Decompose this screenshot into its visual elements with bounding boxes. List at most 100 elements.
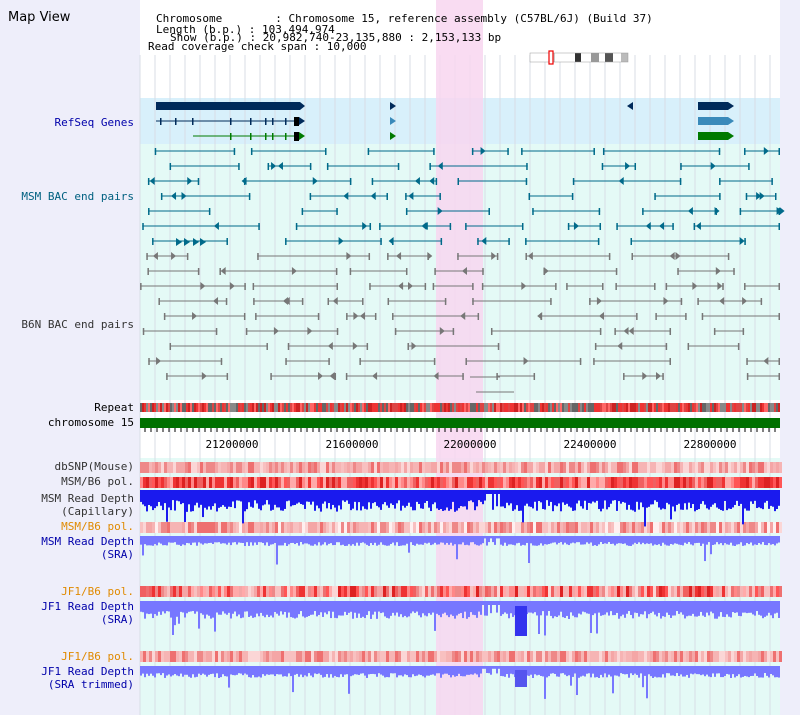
track-label-chromosome[interactable]: chromosome 15 bbox=[47, 416, 134, 429]
track-label-jf1-b6-pol-trimmed[interactable]: JF1/B6 pol. bbox=[61, 650, 134, 663]
msm-b6-pol-sra-cell bbox=[512, 522, 515, 533]
jf1-trimmed-depth-bar bbox=[554, 666, 556, 674]
track-label-repeat[interactable]: Repeat bbox=[94, 401, 134, 414]
b6n-bac-end-tick bbox=[346, 313, 348, 320]
repeat-segment bbox=[722, 403, 724, 412]
msm-b6-pol-cell bbox=[443, 477, 446, 488]
jf1-trimmed-depth-bar bbox=[482, 666, 484, 669]
jf1-sra-depth-bar bbox=[334, 601, 336, 618]
repeat-segment bbox=[688, 403, 690, 412]
msm-b6-pol-sra-cell bbox=[440, 522, 443, 533]
axis-tick-label: 22000000 bbox=[444, 438, 497, 451]
b6n-bac-features[interactable] bbox=[140, 252, 780, 393]
jf1-b6-pol-cell bbox=[263, 586, 266, 597]
heatmap-tracks[interactable] bbox=[140, 462, 782, 662]
jf1-sra-depth-bar bbox=[504, 601, 506, 613]
msm-capillary-depth-bar bbox=[328, 490, 330, 504]
msm-capillary-depth-bar bbox=[172, 490, 174, 501]
msm-capillary-depth-bar bbox=[680, 490, 682, 510]
jf1-b6-pol-trimmed-cell bbox=[230, 651, 233, 662]
track-label-msm-b6-pol-sra[interactable]: MSM/B6 pol. bbox=[61, 520, 134, 533]
msm-sra-depth-bar bbox=[320, 536, 322, 546]
repeat-track-bar[interactable] bbox=[140, 403, 780, 412]
repeat-segment bbox=[172, 403, 174, 412]
msm-sra-depth-bar bbox=[740, 536, 742, 543]
jf1-sra-depth-bar bbox=[640, 601, 642, 615]
dbsnp-density-cell bbox=[281, 462, 284, 473]
msm-sra-depth-bar bbox=[494, 536, 496, 545]
msm-sra-depth-bar bbox=[642, 536, 644, 543]
jf1-b6-pol-cell bbox=[398, 586, 401, 597]
msm-b6-pol-sra-cell bbox=[413, 522, 416, 533]
msm-sra-depth-bar bbox=[414, 536, 416, 546]
jf1-b6-pol-cell bbox=[440, 586, 443, 597]
repeat-segment bbox=[266, 403, 268, 412]
msm-capillary-depth-bar bbox=[686, 490, 688, 510]
msm-sra-depth-bar bbox=[492, 536, 494, 543]
msm-capillary-depth-bar bbox=[282, 490, 284, 511]
jf1-b6-pol-cell bbox=[536, 586, 539, 597]
chromosome-bar[interactable] bbox=[140, 418, 780, 428]
track-label-jf1-read-depth-sra[interactable]: JF1 Read Depth bbox=[41, 600, 134, 613]
track-label-refseq[interactable]: RefSeq Genes bbox=[54, 116, 134, 129]
jf1-trimmed-depth-bar bbox=[502, 666, 504, 677]
jf1-sra-depth-bar bbox=[660, 601, 662, 619]
msm-sra-depth-bar bbox=[150, 536, 152, 546]
msm-b6-pol-cell bbox=[662, 477, 665, 488]
chromosome-ideogram[interactable] bbox=[529, 50, 629, 65]
refseq-gene-features[interactable] bbox=[156, 102, 734, 141]
repeat-segment bbox=[678, 403, 680, 412]
jf1-b6-pol-cell bbox=[215, 586, 218, 597]
dbsnp-density-cell bbox=[383, 462, 386, 473]
msm-b6-pol-cell bbox=[320, 477, 323, 488]
track-label-jf1-b6-pol[interactable]: JF1/B6 pol. bbox=[61, 585, 134, 598]
msm-sra-depth-bar bbox=[408, 536, 410, 553]
jf1-b6-pol-cell bbox=[653, 586, 656, 597]
track-label-msm-bac[interactable]: MSM BAC end pairs bbox=[21, 190, 134, 203]
msm-capillary-depth-bar bbox=[678, 490, 680, 504]
msm-b6-pol-sra-cell bbox=[488, 522, 491, 533]
jf1-trimmed-depth-bar bbox=[316, 666, 318, 675]
msm-sra-depth-bar bbox=[404, 536, 406, 546]
track-label-msm-read-depth-sra[interactable]: MSM Read Depth bbox=[41, 535, 134, 548]
jf1-trimmed-depth-bar bbox=[712, 666, 714, 674]
track-label-dbsnp[interactable]: dbSNP(Mouse) bbox=[54, 460, 134, 473]
jf1-b6-pol-trimmed-cell bbox=[314, 651, 317, 662]
dbsnp-density-cell bbox=[764, 462, 767, 473]
jf1-trimmed-depth-bar bbox=[518, 666, 520, 674]
track-label-jf1-read-depth-trimmed[interactable]: JF1 Read Depth bbox=[41, 665, 134, 678]
msm-sra-depth-bar bbox=[532, 536, 534, 546]
jf1-trimmed-depth-bar bbox=[742, 666, 744, 677]
jf1-b6-pol-trimmed-cell bbox=[512, 651, 515, 662]
track-label-msm-b6-pol[interactable]: MSM/B6 pol. bbox=[61, 475, 134, 488]
dbsnp-density-cell bbox=[425, 462, 428, 473]
msm-sra-depth-bar bbox=[616, 536, 618, 544]
track-label-b6n-bac[interactable]: B6N BAC end pairs bbox=[21, 318, 134, 331]
track-label-msm-read-depth-capillary[interactable]: MSM Read Depth bbox=[41, 492, 134, 505]
dbsnp-density-cell bbox=[203, 462, 206, 473]
jf1-sra-depth-bar bbox=[742, 601, 744, 613]
msm-b6-pol-cell bbox=[572, 477, 575, 488]
jf1-sra-depth-bar bbox=[426, 601, 428, 617]
jf1-sra-depth-bar bbox=[310, 601, 312, 615]
msm-b6-pol-cell bbox=[212, 477, 215, 488]
msm-b6-pol-sra-cell bbox=[266, 522, 269, 533]
dbsnp-density-cell bbox=[602, 462, 605, 473]
jf1-sra-depth-bar bbox=[652, 601, 654, 612]
jf1-b6-pol-trimmed-cell bbox=[221, 651, 224, 662]
jf1-b6-pol-trimmed-cell bbox=[665, 651, 668, 662]
jf1-sra-depth-bar bbox=[422, 601, 424, 614]
msm-b6-pol-sra-cell bbox=[761, 522, 764, 533]
jf1-trimmed-depth-bar bbox=[686, 666, 688, 675]
jf1-trimmed-depth-bar bbox=[606, 666, 608, 678]
msm-bac-features[interactable] bbox=[142, 147, 785, 246]
jf1-sra-depth-bar bbox=[290, 601, 292, 618]
msm-bac-end-tick bbox=[745, 193, 748, 200]
jf1-sra-depth-bar bbox=[732, 601, 734, 613]
msm-capillary-depth-bar bbox=[140, 490, 142, 502]
read-depth-tracks[interactable] bbox=[140, 490, 780, 699]
repeat-segment bbox=[258, 403, 260, 412]
jf1-b6-pol-trimmed-cell bbox=[605, 651, 608, 662]
jf1-b6-pol-trimmed-cell bbox=[206, 651, 209, 662]
